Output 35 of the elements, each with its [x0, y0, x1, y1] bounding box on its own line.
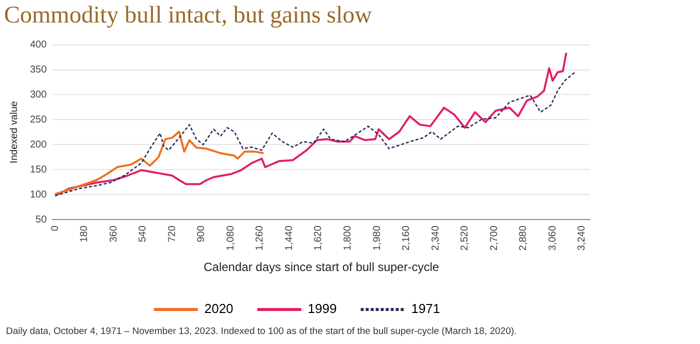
x-tick-label: 3,240: [576, 225, 588, 251]
x-tick-label: 2,880: [518, 225, 530, 251]
x-tick-label: 1,260: [254, 225, 266, 251]
legend-label: 1971: [411, 301, 440, 316]
x-tick-label: 180: [79, 225, 90, 242]
x-tick-label: 900: [196, 225, 208, 242]
y-tick-label: 100: [30, 189, 48, 200]
x-tick-label: 2,340: [430, 225, 442, 251]
x-tick-label: 2,160: [401, 225, 412, 251]
y-tick-label: 400: [30, 40, 48, 51]
y-tick-label: 250: [30, 114, 48, 126]
x-tick-label: 0: [50, 225, 61, 232]
chart-title: Commodity bull intact, but gains slow: [4, 2, 373, 29]
x-tick-label: 1,080: [225, 225, 236, 251]
x-tick-label: 540: [138, 225, 149, 242]
x-tick-label: 1,800: [342, 225, 354, 251]
text: Daily data, October 4, 1971 – November 13, 2023. Indexed to 100 as of the start of the bull super-cycle (March 18, 2020).: [6, 326, 518, 337]
x-tick-label: 1,620: [313, 225, 324, 251]
legend-label: 1999: [308, 301, 337, 316]
y-tick-label: 150: [30, 164, 48, 176]
x-tick-label: 720: [166, 225, 178, 242]
legend-label: 2020: [204, 301, 234, 316]
line-series: [54, 72, 576, 196]
x-tick-label: 360: [108, 225, 120, 242]
x-tick-label: 2,520: [460, 225, 471, 251]
y-tick-label: 50: [36, 214, 48, 226]
y-tick-label: 200: [30, 139, 48, 150]
x-tick-label: 2,700: [488, 225, 500, 251]
y-tick-label: 300: [30, 89, 48, 100]
x-tick-label: 1,980: [372, 225, 383, 251]
y-tick-label: 350: [30, 64, 48, 76]
x-tick-label: 3,060: [547, 225, 558, 251]
x-axis-title: Calendar days since start of bull super-cycle: [204, 260, 440, 274]
y-axis-title: Indexed value: [8, 100, 20, 164]
x-tick-label: 1,440: [284, 225, 295, 251]
